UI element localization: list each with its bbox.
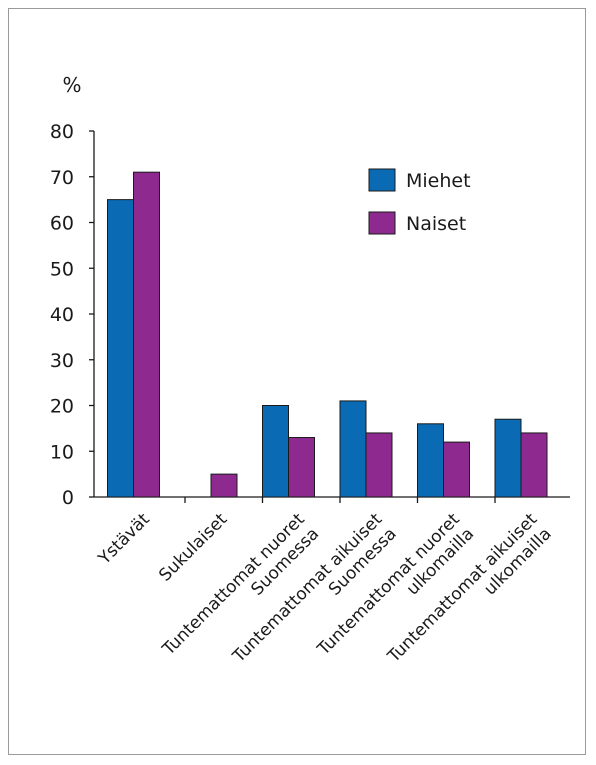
- y-tick-label: 80: [50, 121, 74, 143]
- y-tick-label: 10: [50, 441, 74, 463]
- bar-naiset: [210, 473, 238, 498]
- legend-label: Miehet: [406, 170, 471, 192]
- y-tick-label: 30: [50, 350, 74, 372]
- bar-naiset: [520, 432, 548, 498]
- bar-naiset: [443, 441, 470, 498]
- bar-miehet: [262, 405, 289, 498]
- x-tick-label: Ystävät: [94, 509, 154, 569]
- y-tick-label: 70: [50, 167, 74, 189]
- bar-naiset: [288, 437, 315, 498]
- y-axis-label: %: [62, 73, 81, 97]
- bar-miehet: [417, 423, 444, 498]
- y-tick-label: 20: [50, 396, 74, 418]
- bar-naiset: [133, 171, 160, 498]
- x-tick-label-line: Sukulaiset: [155, 509, 231, 585]
- bars: [107, 171, 548, 498]
- legend-label: Naiset: [406, 213, 466, 235]
- bar-naiset: [365, 432, 393, 498]
- chart-frame: [8, 8, 586, 755]
- x-tick-label: Sukulaiset: [155, 509, 231, 585]
- bar-miehet: [339, 400, 367, 498]
- x-tick-label-line: Tuntemattomat nuoret: [158, 509, 309, 660]
- bar-miehet: [107, 199, 134, 498]
- y-tick-label: 60: [50, 213, 74, 235]
- legend-swatch: [368, 211, 396, 235]
- y-tick-label: 40: [50, 304, 74, 326]
- bar-miehet: [494, 418, 522, 498]
- y-tick-label: 0: [62, 487, 74, 509]
- legend-swatch: [368, 168, 396, 192]
- y-tick-label: 50: [50, 258, 74, 280]
- legend: Miehet Naiset: [368, 168, 471, 235]
- y-ticks: 0 10 20 30 40 50 60 70 80: [50, 121, 94, 509]
- x-tick-label-line: Ystävät: [94, 509, 154, 569]
